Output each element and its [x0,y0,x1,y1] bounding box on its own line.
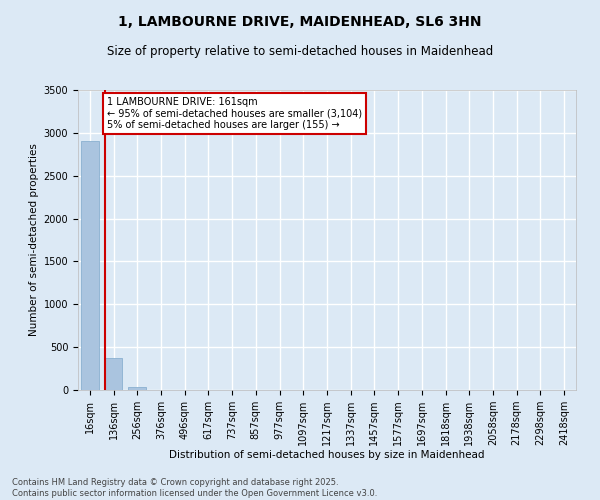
Y-axis label: Number of semi-detached properties: Number of semi-detached properties [29,144,40,336]
Bar [128,388,146,390]
Bar [81,142,99,390]
Text: Size of property relative to semi-detached houses in Maidenhead: Size of property relative to semi-detach… [107,45,493,58]
Text: 1, LAMBOURNE DRIVE, MAIDENHEAD, SL6 3HN: 1, LAMBOURNE DRIVE, MAIDENHEAD, SL6 3HN [118,15,482,29]
Bar [104,358,122,390]
Text: 1 LAMBOURNE DRIVE: 161sqm
← 95% of semi-detached houses are smaller (3,104)
5% o: 1 LAMBOURNE DRIVE: 161sqm ← 95% of semi-… [107,97,362,130]
Text: Contains HM Land Registry data © Crown copyright and database right 2025.
Contai: Contains HM Land Registry data © Crown c… [12,478,377,498]
X-axis label: Distribution of semi-detached houses by size in Maidenhead: Distribution of semi-detached houses by … [169,450,485,460]
